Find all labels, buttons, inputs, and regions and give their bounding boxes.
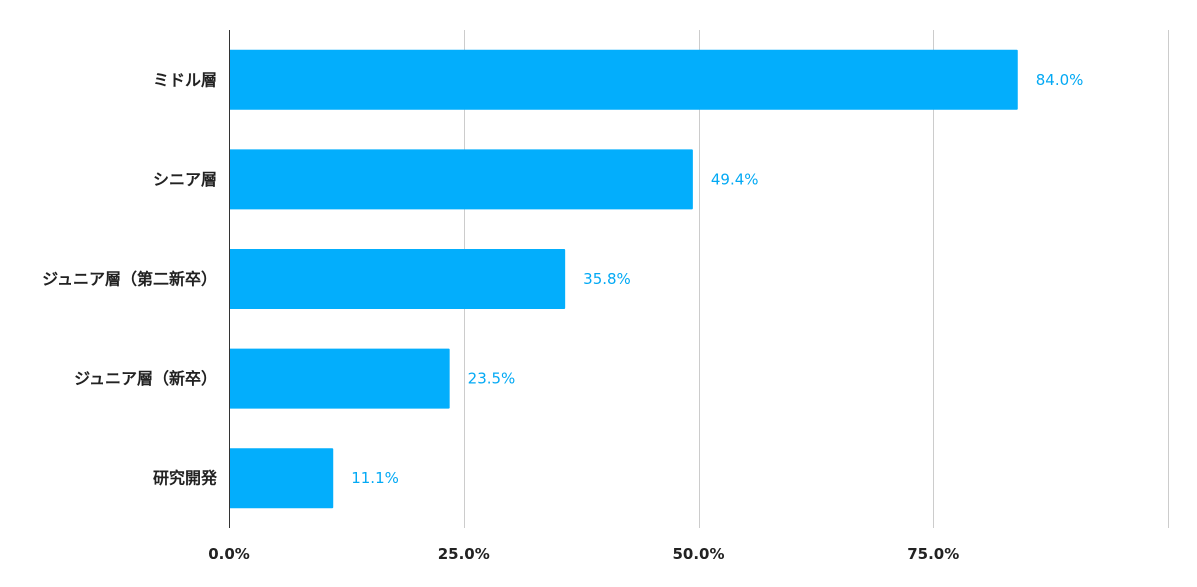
x-tick-label: 75.0% [907, 545, 959, 563]
category-label: ミドル層 [153, 70, 217, 89]
bar [229, 448, 334, 509]
x-tick-label: 50.0% [672, 545, 724, 563]
bar [229, 49, 1018, 110]
bar [229, 348, 450, 409]
x-tick-label: 25.0% [438, 545, 490, 563]
x-tick-label: 0.0% [208, 545, 250, 563]
category-label: 研究開発 [153, 469, 218, 488]
value-label: 84.0% [1036, 71, 1084, 89]
value-label: 11.1% [351, 469, 399, 487]
value-label: 35.8% [583, 270, 631, 288]
category-label: ジュニア層（第二新卒） [42, 270, 217, 289]
category-label: シニア層 [153, 170, 217, 189]
category-label: ジュニア層（新卒） [74, 369, 217, 388]
bar [229, 149, 693, 210]
labels: ミドル層 84.0% シニア層 49.4% ジュニア層（第二新卒） 35.8% ジュニア層（… [42, 70, 1083, 563]
value-label: 49.4% [711, 170, 759, 188]
bar [229, 249, 566, 309]
value-label: 23.5% [468, 370, 516, 388]
bars [229, 49, 1018, 509]
